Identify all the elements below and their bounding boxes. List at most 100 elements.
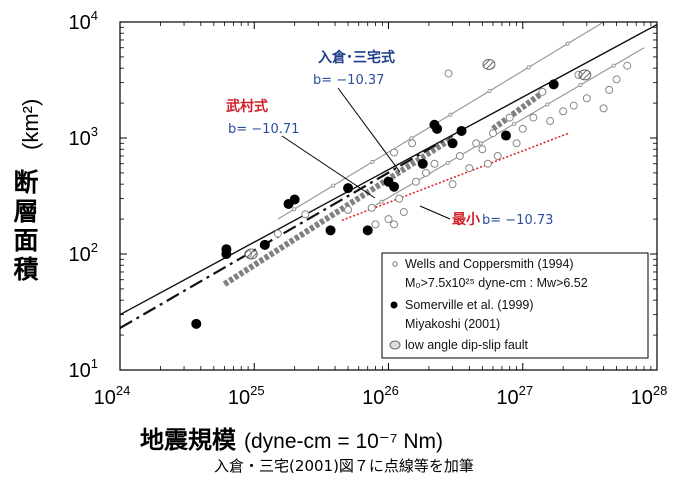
fit-line-hatched-band-5 [222, 135, 455, 287]
data-point-filled [432, 123, 443, 134]
data-point-open [395, 194, 404, 203]
data-point-open [390, 220, 399, 229]
data-point-open [367, 203, 376, 212]
gray-line-marker [565, 41, 570, 46]
legend: Wells and Coppersmith (1994) M₀>7.5x10²⁵… [381, 252, 649, 359]
gray-line-marker [526, 65, 531, 70]
fit-line-hatched-band-6 [491, 87, 549, 132]
y-tick-label: 102 [69, 240, 98, 266]
data-point-open [529, 113, 538, 122]
data-point-filled [289, 194, 300, 205]
legend-label-wells-2: M₀>7.5x10²⁵ dyne-cm : Mw>6.52 [405, 276, 588, 290]
data-point-open [455, 151, 464, 160]
data-point-filled [259, 239, 270, 250]
data-point-filled [343, 183, 354, 194]
gray-line-marker [370, 159, 375, 164]
y-axis-label-char: 積 [13, 255, 39, 284]
data-points [191, 59, 632, 329]
data-point-open [421, 168, 430, 177]
data-point-open [488, 129, 497, 138]
data-point-open [559, 107, 568, 116]
gray-line-marker [445, 160, 450, 165]
irikura-name: 入倉･三宅式 [318, 49, 395, 66]
gray-line-marker [578, 83, 583, 88]
x-axis-label-jp: 地震規模 [140, 426, 236, 454]
legend-box [381, 252, 649, 359]
data-point-open [384, 215, 393, 224]
axis-ticks: 1024 1025 1026 1027 1028 101 102 103 104 [69, 8, 668, 409]
data-point-open [478, 145, 487, 154]
legend-marker-wells [392, 261, 398, 267]
y-axis-label: 断 層 面 積 [10, 168, 42, 284]
legend-label-dipslip: low angle dip-slip fault [405, 338, 529, 352]
data-point-open [546, 117, 555, 126]
data-point-filled [447, 138, 458, 149]
x-tick-label: 1028 [631, 383, 668, 409]
data-point-open [538, 87, 547, 96]
legend-label-somerville-1: Somerville et al. (1999) [405, 298, 534, 312]
data-point-filled [456, 125, 467, 136]
data-point-hatched [578, 69, 592, 81]
y-tick-label: 101 [69, 356, 98, 382]
fit-line-solid-0 [120, 23, 657, 316]
gray-line-marker [379, 199, 384, 204]
data-point-open [301, 210, 310, 219]
data-point-open [448, 180, 457, 189]
data-point-open [483, 159, 492, 168]
takemura-value: b= −10.71 [228, 122, 299, 137]
gray-line-marker [448, 112, 453, 117]
data-point-open [444, 69, 453, 78]
gray-line-marker [611, 63, 616, 68]
data-point-open [493, 151, 502, 160]
fit-line-dashdot-1 [120, 134, 454, 329]
data-point-open [390, 148, 399, 157]
irikura-pointer [337, 87, 401, 173]
data-point-open [273, 229, 282, 238]
data-point-filled [417, 158, 428, 169]
data-point-open [518, 124, 527, 133]
data-point-open [599, 104, 608, 113]
y-axis-label-char: 層 [13, 197, 39, 226]
data-point-open [465, 164, 474, 173]
data-point-open [623, 61, 632, 70]
fit-lines [120, 22, 657, 329]
gray-line-marker [512, 121, 517, 126]
data-point-filled [362, 225, 373, 236]
data-point-hatched [244, 248, 258, 260]
data-point-open [430, 159, 439, 168]
data-point-filled [191, 318, 202, 329]
data-point-open [408, 139, 417, 148]
data-point-hatched [482, 59, 496, 71]
x-tick-label: 1025 [228, 383, 265, 409]
y-tick-label: 104 [69, 8, 98, 34]
gray-line-marker [545, 102, 550, 107]
data-point-open [411, 177, 420, 186]
data-point-filled [325, 225, 336, 236]
gray-line-marker [331, 183, 336, 188]
irikura-value: b= −10.37 [313, 73, 384, 88]
y-tick-label: 103 [69, 124, 98, 150]
fit-line-red-dotted-4 [341, 132, 570, 222]
legend-label-somerville-2: Miyakoshi (2001) [405, 317, 500, 331]
data-point-filled [389, 181, 400, 192]
data-point-open [612, 75, 621, 84]
annotations: 入倉･三宅式 b= −10.37 武村式 b= −10.71 最小 b= −10… [226, 49, 553, 228]
data-point-open [371, 220, 380, 229]
data-point-open [605, 85, 614, 94]
y-axis-label-char: 断 [13, 168, 39, 197]
data-point-open [399, 208, 408, 217]
y-axis-label-char: 面 [13, 226, 39, 255]
minimum-name: 最小 [452, 211, 480, 228]
x-axis-label: 地震規模 (dyne-cm = 10⁻⁷ Nm) [140, 420, 443, 455]
x-tick-label: 1027 [496, 383, 533, 409]
data-point-filled [548, 79, 559, 90]
legend-marker-dipslip [389, 340, 401, 350]
data-point-filled [500, 130, 511, 141]
takemura-name: 武村式 [226, 98, 268, 115]
gray-line-marker [487, 88, 492, 93]
gray-line-marker [292, 207, 297, 212]
fit-line-gray-thin-3 [367, 47, 645, 211]
x-axis-unit: (dyne-cm = 10⁻⁷ Nm) [244, 430, 443, 453]
figure-caption: 入倉・三宅(2001)図７に点線等を加筆 [214, 457, 474, 475]
